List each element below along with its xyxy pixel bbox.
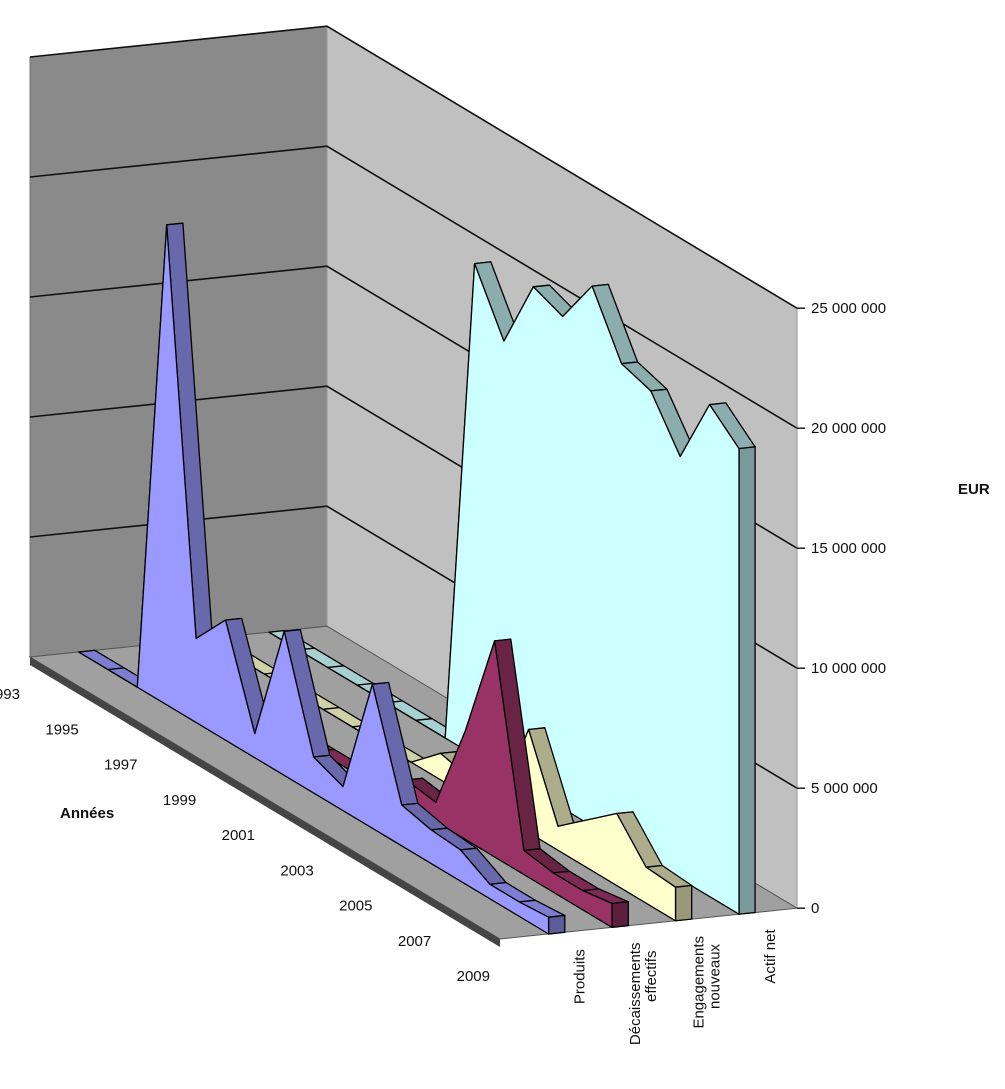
gridline-5 <box>29 25 798 309</box>
series-3-end <box>738 446 756 915</box>
y-axis-title: EUR <box>958 481 990 498</box>
x-tick-label-2009: 2009 <box>457 968 490 985</box>
x-tick-label-1993: 1993 <box>0 686 20 703</box>
y-tick-label-0: 0 <box>811 900 819 917</box>
gridline-4 <box>29 145 798 429</box>
series-0 <box>77 222 566 935</box>
x-tick-label-2001: 2001 <box>222 827 255 844</box>
series-label-1: Décaissementseffectifs <box>627 943 660 1046</box>
series-3-face <box>268 262 740 915</box>
y-tick-label-3: 15 000 000 <box>811 540 886 557</box>
x-tick-label-1997: 1997 <box>104 757 137 774</box>
series-label-0: Produits <box>572 949 589 1004</box>
y-tick-label-5: 25 000 000 <box>811 300 886 317</box>
series-1-end <box>611 900 629 929</box>
series-0-end <box>547 914 566 935</box>
series-2-end <box>674 884 693 922</box>
series-0-face <box>77 224 550 935</box>
series-layer <box>77 222 756 935</box>
x-axis-title: Années <box>60 805 114 822</box>
x-axis-ticks: 1993 1995 1997 1999 2001 2003 2005 2007 2009 <box>0 686 490 985</box>
x-tick-label-1995: 1995 <box>45 721 78 738</box>
x-tick-label-2003: 2003 <box>280 862 313 879</box>
series-axis-ticks: Produits Décaissementseffectifs Engagement… <box>572 929 779 1046</box>
y-axis-ticks: 0 5 000 000 10 000 000 15 000 000 20 000 000… <box>797 300 886 917</box>
y-tick-label-4: 20 000 000 <box>811 420 886 437</box>
x-tick-label-2005: 2005 <box>339 898 372 915</box>
series-label-3: Actif net <box>762 929 779 984</box>
series-3 <box>268 261 756 915</box>
y-tick-label-1: 5 000 000 <box>811 780 878 797</box>
x-tick-label-2007: 2007 <box>398 933 431 950</box>
x-tick-label-1999: 1999 <box>163 792 196 809</box>
y-tick-label-2: 10 000 000 <box>811 660 886 677</box>
series-label-2: Engagementsnouveaux <box>691 936 724 1029</box>
floor-edge <box>30 657 500 947</box>
